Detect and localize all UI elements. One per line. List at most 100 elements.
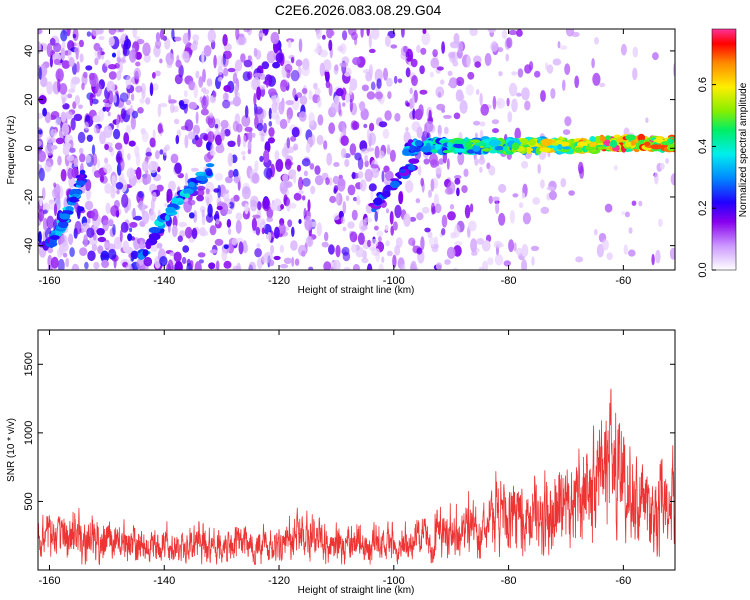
spectrogram-speckle: [268, 120, 273, 127]
spectrogram-speckle: [88, 72, 95, 81]
spectrogram-speckle: [270, 203, 276, 211]
spectrogram-speckle: [521, 259, 528, 270]
spectrogram-speckle: [65, 111, 73, 120]
spectrogram-speckle: [323, 261, 332, 270]
spectrogram-speckle: [349, 231, 358, 243]
spectrogram-speckle: [317, 114, 324, 126]
spectrogram-speckle: [268, 259, 275, 267]
spectrogram-speckle: [159, 149, 164, 155]
spectrogram-speckle: [168, 99, 177, 104]
colorbar-tick-label: 0.2: [697, 201, 709, 216]
spectrogram-ridge-point: [519, 138, 529, 144]
spectrogram-speckle: [540, 206, 550, 214]
spectrogram-ridge-point: [557, 144, 563, 150]
spectrogram-speckle: [259, 155, 264, 162]
spectrogram-speckle: [366, 147, 375, 152]
spectrogram-speckle: [335, 191, 340, 205]
spectrogram-speckle: [256, 243, 261, 249]
spectrogram-speckle: [313, 82, 318, 90]
spectrogram-speckle: [122, 240, 130, 253]
spectrogram-speckle: [241, 186, 251, 200]
spectrogram-speckle: [62, 97, 66, 105]
spectrogram-speckle: [466, 54, 471, 68]
spectrogram-speckle: [430, 57, 440, 69]
spectrogram-speckle: [212, 90, 217, 98]
spectrogram-speckle: [251, 172, 260, 184]
spectrogram-speckle: [174, 260, 183, 270]
colorbar-gradient: [711, 28, 737, 271]
spectrogram-speckle: [333, 213, 340, 221]
spectrogram-speckle: [90, 93, 96, 98]
spectrogram-speckle: [125, 264, 133, 270]
spectrogram-speckle: [267, 137, 275, 144]
spectrogram-speckle: [87, 218, 91, 224]
spectrogram-speckle: [328, 30, 335, 37]
spectrogram-speckle: [65, 257, 70, 268]
spectrogram-speckle: [352, 196, 358, 202]
spectrogram-speckle: [60, 111, 67, 123]
spectrogram-speckle: [449, 54, 456, 63]
spectrogram-speckle: [108, 29, 116, 35]
spectrogram-speckle: [263, 122, 267, 133]
spectrogram-ridge-point: [373, 197, 383, 206]
spectrogram-speckle: [484, 53, 492, 66]
spectrogram-speckle: [275, 52, 284, 64]
spectrogram-speckle: [480, 103, 490, 116]
spectrogram-speckle: [152, 72, 156, 79]
spectrogram-speckle: [173, 251, 182, 263]
x-tick-label: -80: [501, 575, 517, 587]
spectrogram-speckle: [116, 189, 120, 195]
spectrogram-speckle: [291, 226, 295, 237]
spectrogram-speckle: [501, 29, 508, 39]
spectrogram-speckle: [279, 244, 285, 253]
spectrogram-speckle: [378, 150, 385, 159]
spectrogram-speckle: [159, 103, 168, 108]
spectrogram-speckle: [152, 129, 156, 140]
spectrogram-content: [38, 29, 675, 270]
spectrogram-speckle: [347, 29, 357, 36]
spectrogram-speckle: [267, 231, 272, 242]
spectrogram-speckle: [390, 225, 395, 236]
spectrogram-speckle: [99, 175, 105, 183]
spectrogram-speckle: [308, 90, 313, 100]
spectrogram-speckle: [370, 164, 379, 169]
spectrogram-speckle: [351, 209, 358, 221]
spectrogram-speckle: [382, 128, 390, 139]
spectrogram-speckle: [68, 233, 74, 246]
spectrogram-speckle: [613, 165, 618, 171]
spectrogram-speckle: [406, 102, 410, 107]
spectrogram-speckle: [97, 245, 104, 255]
spectrogram-speckle: [461, 185, 468, 194]
spectrogram-speckle: [594, 37, 599, 45]
spectrogram-speckle: [441, 228, 446, 236]
spectrogram-speckle: [91, 98, 99, 105]
y-tick-label: 20: [23, 93, 35, 105]
spectrogram-speckle: [342, 226, 347, 232]
x-tick-label: -120: [268, 575, 290, 587]
spectrogram-speckle: [446, 246, 456, 259]
spectrogram-speckle: [293, 192, 302, 201]
spectrogram-speckle: [498, 71, 503, 77]
spectrogram-speckle: [134, 215, 143, 221]
spectrogram-ridge-point: [539, 147, 552, 153]
spectrogram-speckle: [316, 222, 322, 237]
spectrogram-speckle: [118, 29, 125, 33]
spectrogram-ridge-point: [195, 175, 208, 181]
spectrogram-speckle: [111, 175, 117, 186]
spectrogram-speckle: [174, 162, 182, 174]
spectrogram-speckle: [305, 236, 314, 248]
spectrogram-y-axis: -40 -20 0 20 40: [23, 45, 675, 254]
spectrogram-speckle: [170, 103, 175, 114]
spectrogram-speckle: [238, 241, 244, 255]
spectrogram-speckle: [403, 213, 411, 227]
spectrogram-speckle: [238, 35, 247, 46]
spectrogram-speckle: [46, 81, 53, 95]
spectrogram-speckle: [175, 59, 182, 68]
spectrogram-speckle: [304, 219, 313, 231]
spectrogram-ridge-point: [442, 150, 452, 154]
spectrogram-speckle: [368, 34, 372, 49]
spectrogram-speckle: [447, 211, 456, 221]
spectrogram-speckle: [237, 134, 241, 148]
spectrogram-speckle: [496, 243, 505, 248]
spectrogram-speckle: [376, 230, 384, 237]
